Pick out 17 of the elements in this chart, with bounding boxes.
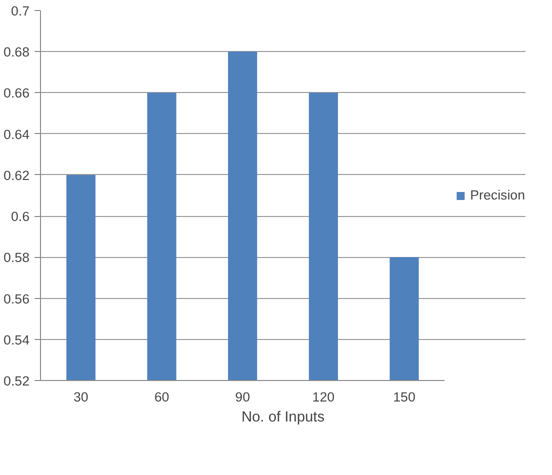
x-tick-label: 60: [154, 390, 170, 404]
y-tick-label: 0.52: [4, 374, 30, 388]
y-tick-label: 0.66: [4, 86, 30, 101]
legend-label: Precision: [470, 188, 525, 202]
y-tick-label: 0.68: [4, 44, 30, 60]
y-tick-label: 0.7: [10, 4, 30, 18]
x-tick-label: 150: [393, 390, 416, 404]
y-tick-label: 0.6: [10, 209, 30, 224]
y-tick-label: 0.62: [4, 168, 30, 183]
x-tick-label: 30: [74, 390, 88, 404]
x-axis-title: No. of Inputs: [241, 410, 325, 426]
y-tick-label: 0.58: [4, 250, 30, 266]
y-tick-label: 0.54: [4, 332, 30, 348]
y-tick-label: 0.56: [4, 291, 30, 306]
x-tick-label: 90: [235, 390, 250, 404]
y-tick-label: 0.64: [4, 126, 30, 142]
x-tick-label: 120: [312, 390, 335, 404]
